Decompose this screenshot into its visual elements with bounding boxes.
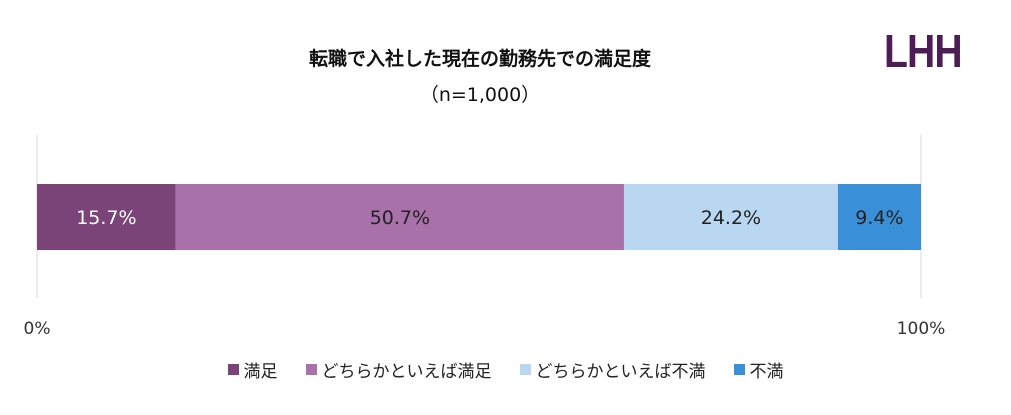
chart-title: 転職で入社した現在の勤務先での満足度	[308, 48, 651, 70]
bar-segment-2	[623, 184, 838, 250]
legend-label: どちらかといえば不満	[535, 362, 706, 382]
lhh-logo: LHH	[884, 25, 963, 77]
data-label-1: 50.7%	[370, 207, 430, 229]
legend-swatch	[305, 364, 317, 375]
bar-segment-1	[175, 184, 624, 250]
legend: 満足 どちらかといえば満足 どちらかといえば不満 不満	[0, 357, 1011, 382]
legend-item-1: どちらかといえば満足	[305, 357, 492, 382]
legend-item-3: 不満	[733, 357, 784, 382]
legend-swatch	[519, 364, 531, 375]
legend-swatch	[227, 364, 239, 375]
legend-swatch	[733, 364, 745, 375]
legend-label: 不満	[749, 362, 784, 382]
bar-segment-0	[37, 184, 176, 250]
x-tick-label-0: 0%	[24, 319, 51, 339]
chart-subtitle: （n=1,000）	[419, 84, 541, 106]
legend-item-2: どちらかといえば不満	[519, 357, 706, 382]
legend-label: 満足	[243, 362, 278, 382]
bar-segment-3	[837, 184, 921, 250]
data-label-2: 24.2%	[701, 207, 761, 229]
data-label-3: 9.4%	[855, 207, 903, 229]
legend-item-0: 満足	[227, 357, 278, 382]
x-tick-label-100: 100%	[897, 319, 946, 339]
legend-label: どちらかといえば満足	[321, 362, 492, 382]
data-label-0: 15.7%	[76, 207, 136, 229]
